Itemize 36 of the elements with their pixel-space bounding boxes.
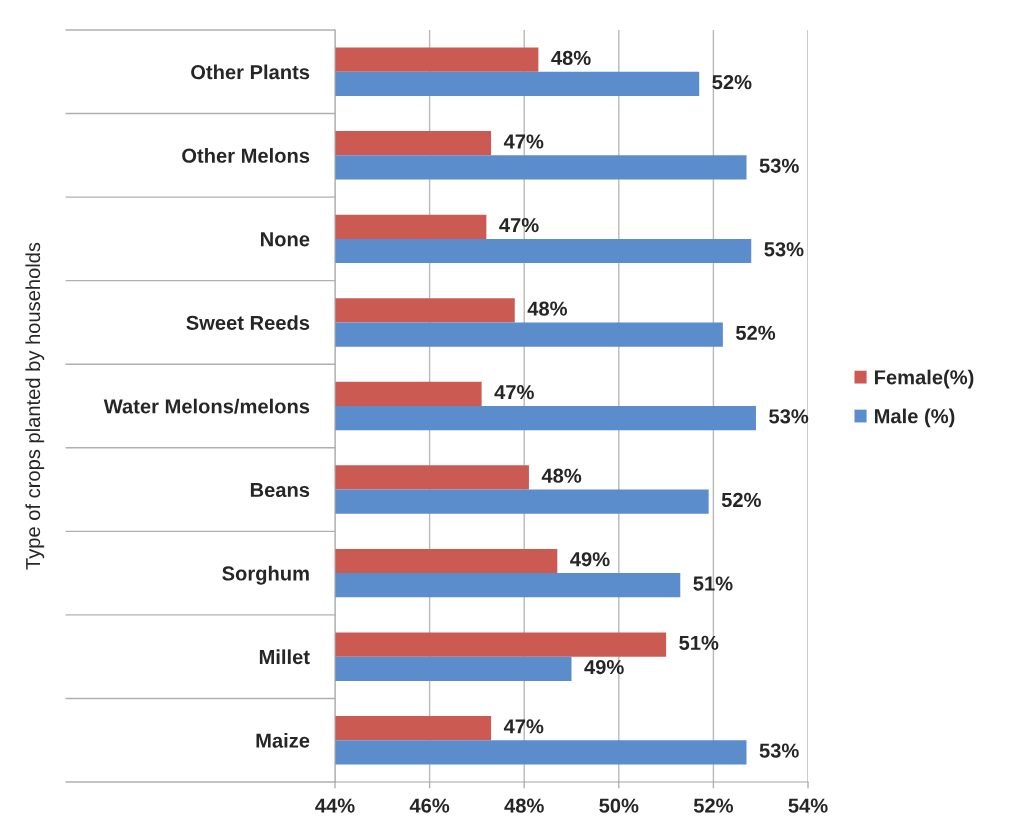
data-label: 53% bbox=[759, 743, 799, 758]
data-label: 48% bbox=[527, 301, 568, 316]
data-label: 51% bbox=[679, 635, 719, 650]
data-label: 47% bbox=[503, 134, 544, 149]
y-tick-label: Sorghum bbox=[222, 565, 309, 585]
y-tick-label: Other Plants bbox=[191, 64, 310, 80]
y-axis-title: Type of crops planted by households bbox=[25, 242, 45, 570]
y-tick-label: Sweet Reeds bbox=[186, 315, 310, 330]
data-label: 47% bbox=[494, 385, 534, 400]
y-tick-label: None bbox=[261, 232, 310, 247]
y-tick-label: Water Melons/melons bbox=[103, 398, 310, 414]
data-label: 53% bbox=[764, 242, 804, 257]
x-tick-label: 52% bbox=[693, 798, 734, 813]
y-tick-label: Maize bbox=[256, 732, 310, 748]
data-label: 53% bbox=[769, 409, 809, 424]
legend-label: Female(%) bbox=[874, 369, 974, 389]
y-tick-label: Millet bbox=[259, 649, 310, 665]
x-tick-label: 44% bbox=[315, 798, 355, 813]
data-label: 49% bbox=[570, 552, 610, 567]
legend-label: Male (%) bbox=[874, 408, 955, 428]
x-tick-label: 46% bbox=[409, 798, 450, 813]
data-label: 51% bbox=[693, 576, 733, 591]
data-label: 52% bbox=[735, 325, 776, 340]
data-label: 49% bbox=[584, 659, 624, 675]
x-tick-label: 48% bbox=[504, 798, 544, 813]
x-tick-label: 54% bbox=[788, 798, 828, 813]
data-label: 48% bbox=[551, 50, 591, 66]
x-tick-label: 50% bbox=[599, 798, 639, 813]
data-label: 52% bbox=[712, 75, 752, 90]
data-label: 52% bbox=[721, 492, 761, 508]
y-tick-label: Beans bbox=[250, 483, 310, 498]
data-label: 48% bbox=[541, 468, 582, 483]
data-label: 53% bbox=[759, 158, 799, 173]
data-label: 47% bbox=[499, 217, 539, 233]
y-tick-label: Other Melons bbox=[182, 148, 310, 163]
data-label: 47% bbox=[503, 719, 544, 734]
